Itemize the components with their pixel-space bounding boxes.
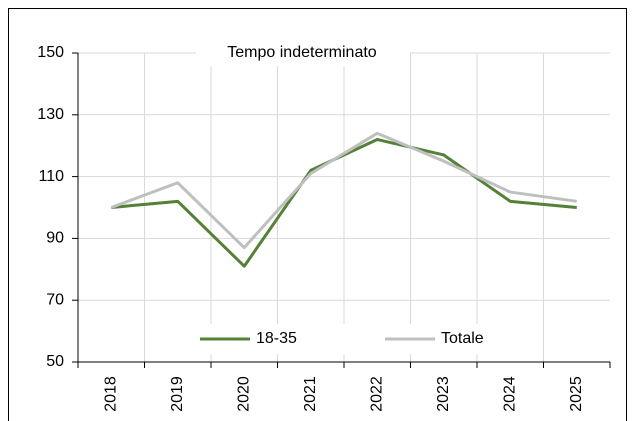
frame xyxy=(8,8,627,421)
y-tick-label: 150 xyxy=(37,44,64,61)
x-tick-label: 2022 xyxy=(368,376,385,412)
series-line xyxy=(110,131,577,250)
legend-label: Totale xyxy=(441,330,484,347)
y-tick-label: 130 xyxy=(37,106,64,123)
x-tick-label: 2020 xyxy=(235,376,252,412)
chart-title: Tempo indeterminato xyxy=(227,44,377,61)
lines xyxy=(110,131,577,268)
x-tick-label: 2018 xyxy=(102,376,119,412)
y-tick-label: 70 xyxy=(46,291,64,308)
x-tick-label: 2024 xyxy=(501,376,518,412)
y-tick-label: 90 xyxy=(46,230,64,247)
y-tick-label: 110 xyxy=(38,168,64,185)
legend-label: 18-35 xyxy=(256,330,297,347)
y-tick-label: 50 xyxy=(46,353,64,370)
title-box xyxy=(196,40,410,66)
x-tick-label: 2021 xyxy=(302,376,319,412)
legend: 18-35 Totale xyxy=(190,324,520,354)
x-tick-label: 2025 xyxy=(568,376,585,412)
x-tick-label: 2019 xyxy=(169,376,186,412)
x-tick-label: 2023 xyxy=(435,376,452,412)
